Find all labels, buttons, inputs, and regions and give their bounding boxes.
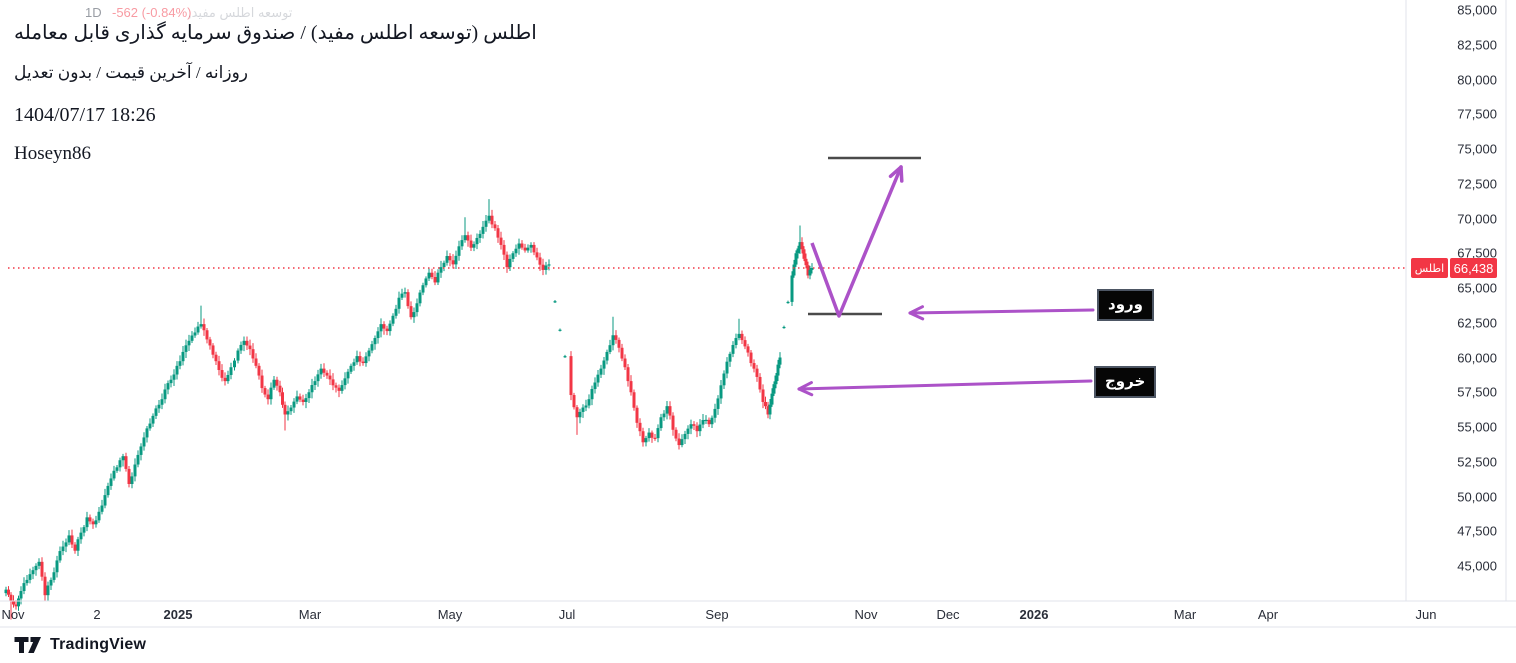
price-tick-label: 57,500 — [1457, 384, 1497, 400]
time-tick-label: Mar — [1173, 607, 1197, 622]
idea-author: Hoseyn86 — [14, 143, 92, 164]
legend-symbol[interactable]: توسعه اطلس مفید, — [188, 5, 293, 20]
legend-change: -562 (-0.84%) — [112, 5, 192, 20]
price-tick-label: 85,000 — [1457, 2, 1497, 18]
time-axis[interactable]: Nov 2 2025 Mar May Jul Sep Nov Dec 2026 Mar Apr Jun — [0, 601, 1516, 627]
price-tick-label: 60,000 — [1457, 350, 1497, 365]
price-tick-label: 75,000 — [1457, 141, 1497, 157]
time-tick-label: Sep — [705, 607, 729, 622]
price-tick-label: 45,000 — [1457, 558, 1497, 574]
exit-annotation-label[interactable]: خروج — [1094, 366, 1157, 398]
legend-interval[interactable]: 1D — [85, 5, 102, 20]
price-axis[interactable]: 85,000 82,500 80,000 77,500 75,000 72,500 70,0… — [1407, 0, 1506, 601]
price-tick-label: 80,000 — [1457, 72, 1497, 87]
price-tick-label: 67,500 — [1457, 245, 1497, 261]
price-tick-label: 47,500 — [1457, 523, 1497, 539]
price-tick-label: 50,000 — [1457, 489, 1497, 504]
time-tick-label: May — [437, 607, 463, 622]
time-tick-label: Jul — [558, 607, 576, 622]
entry-annotation-label[interactable]: ورود — [1097, 289, 1154, 321]
idea-datetime: 1404/07/17 18:26 — [14, 104, 156, 126]
price-tick-label: 82,500 — [1457, 37, 1497, 53]
price-tick-label: 55,000 — [1457, 419, 1497, 435]
time-tick-label: Nov — [1, 607, 25, 622]
price-tick-label: 77,500 — [1457, 106, 1497, 122]
time-tick-label: Mar — [298, 607, 322, 622]
tradingview-logo-icon[interactable] — [14, 636, 42, 654]
footer-bar: TradingView — [0, 627, 1516, 663]
time-tick-label: 2025 — [163, 607, 193, 622]
time-tick-label: Apr — [1257, 607, 1279, 622]
price-tick-label: 70,000 — [1457, 211, 1497, 226]
time-tick-label: Jun — [1415, 607, 1437, 622]
time-tick-label: Nov — [854, 607, 878, 622]
idea-subtitle: روزانه / آخرین قیمت / بدون تعدیل — [14, 63, 249, 82]
price-tick-label: 72,500 — [1457, 176, 1497, 192]
time-tick-label: 2 — [93, 607, 101, 622]
price-tick-label: 65,000 — [1457, 280, 1497, 296]
last-price-badge: اطلس 66,438 — [1411, 258, 1497, 278]
badge-symbol: اطلس — [1411, 258, 1448, 278]
time-tick-label: Dec — [936, 607, 960, 622]
tradingview-logo-text[interactable]: TradingView — [50, 636, 147, 653]
idea-title: اطلس (توسعه اطلس مفید) / صندوق سرمایه گذ… — [14, 22, 537, 44]
price-tick-label: 62,500 — [1457, 315, 1497, 331]
badge-price: 66,438 — [1450, 258, 1497, 278]
price-tick-label: 52,500 — [1457, 454, 1497, 470]
time-tick-label: 2026 — [1019, 607, 1049, 622]
